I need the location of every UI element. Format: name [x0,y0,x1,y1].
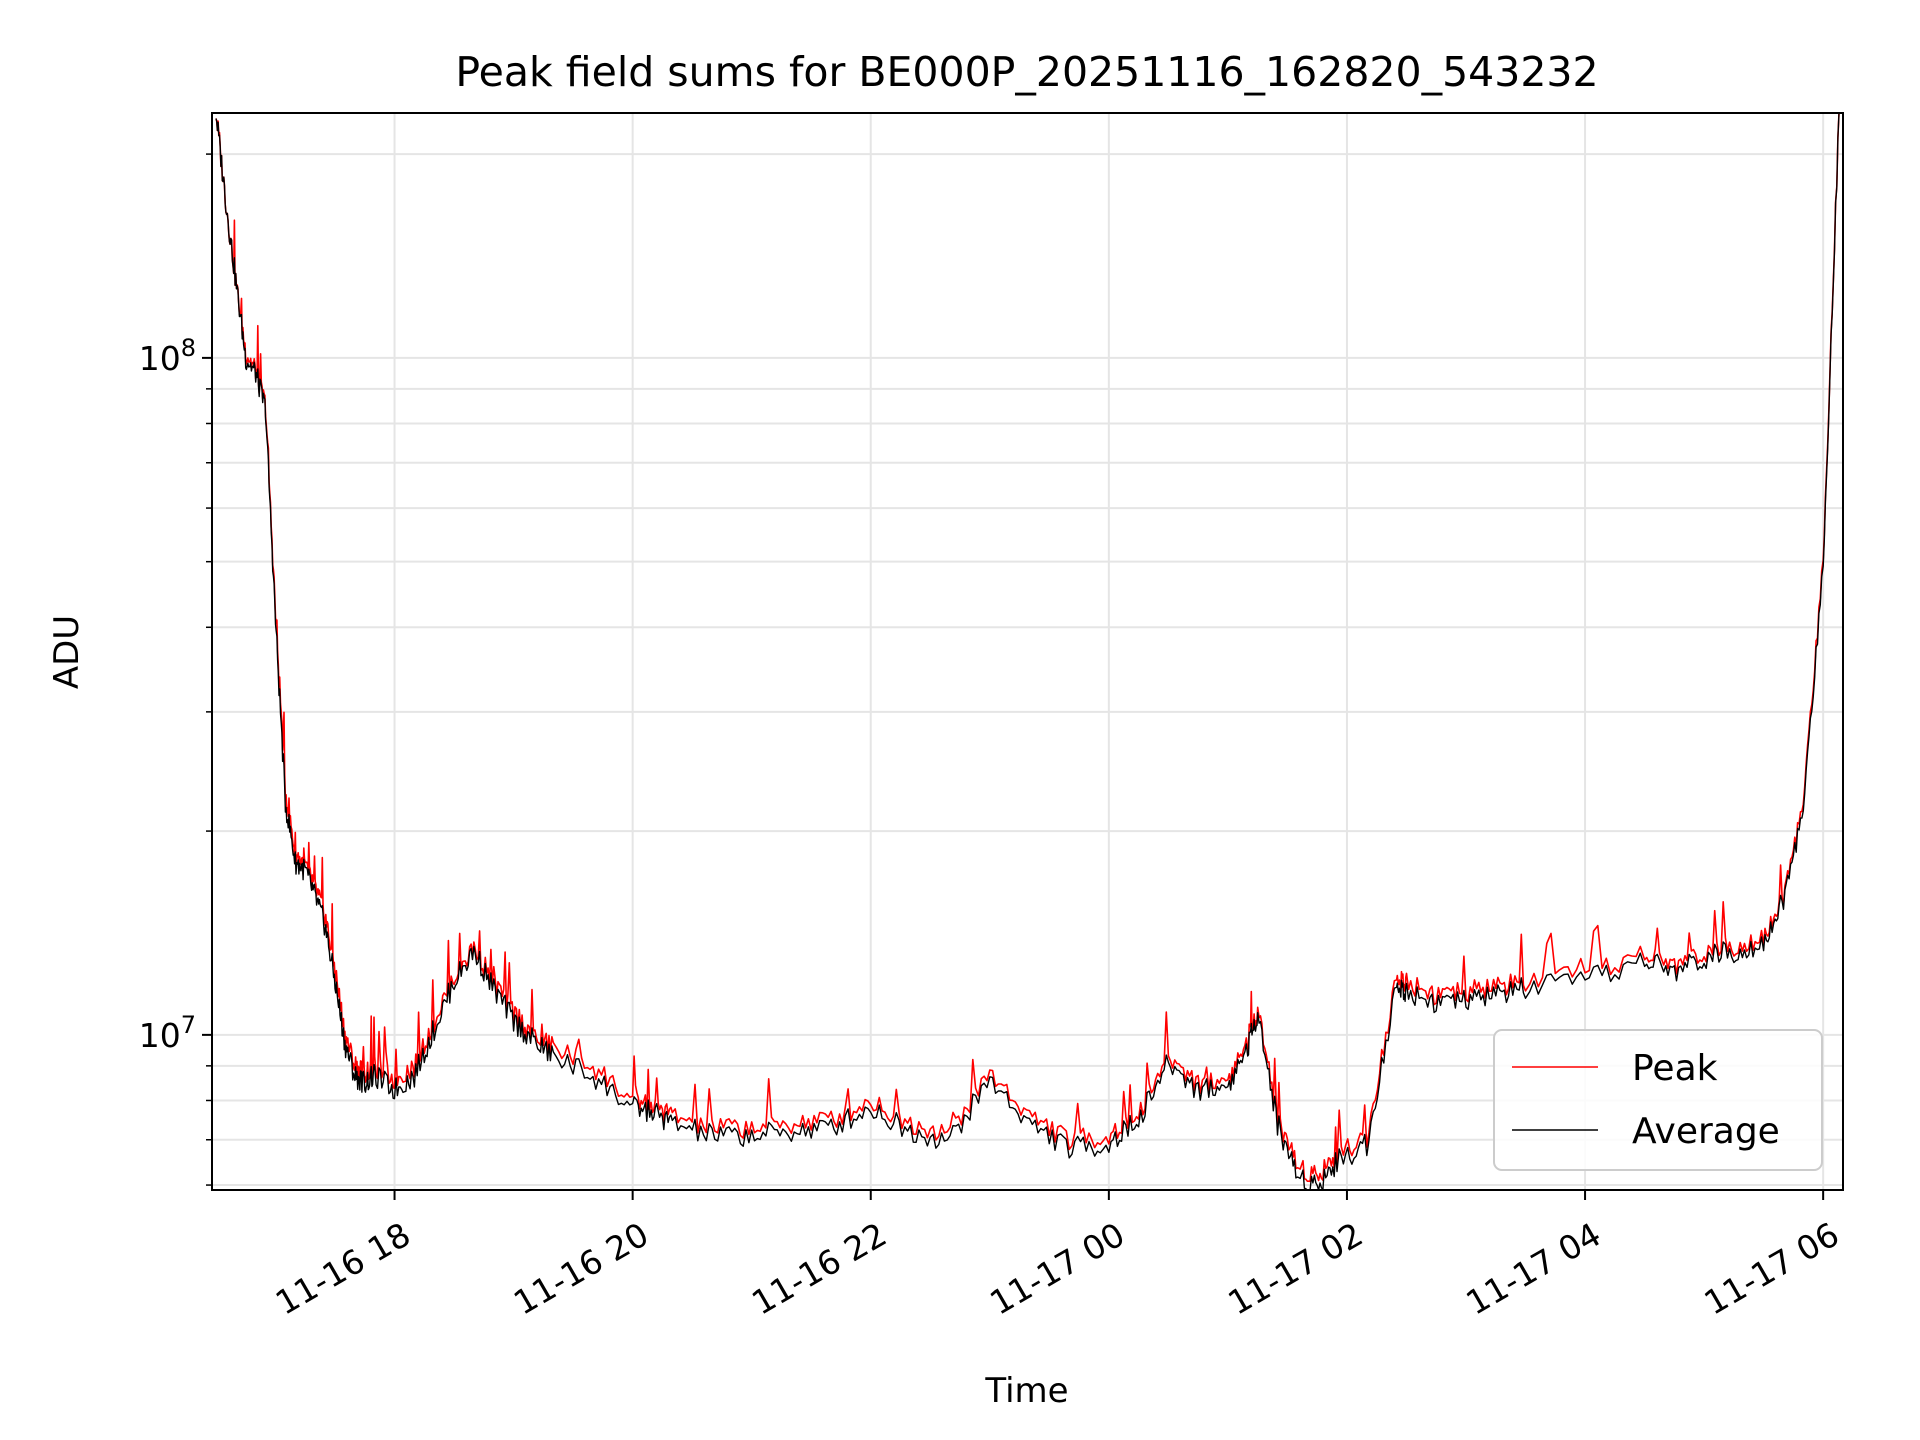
x-axis-label: Time [984,1371,1068,1411]
legend-box [1493,1029,1823,1171]
axes-frame [211,112,1844,1191]
y-tick-label: 107 [139,1011,196,1055]
average-series-line [215,112,1840,1191]
chart-title: Peak field sums for BE000P_20251116_1628… [455,48,1598,96]
legend-peak-label: Peak [1632,1048,1718,1089]
legend-average-label: Average [1632,1111,1780,1152]
y-axis-label: ADU [47,615,87,689]
legend: Peak Average [1493,1029,1823,1171]
series-layer [215,112,1840,1191]
y-tick-label: 108 [139,334,196,378]
grid [212,113,1843,1190]
peak-series-line [215,112,1840,1183]
